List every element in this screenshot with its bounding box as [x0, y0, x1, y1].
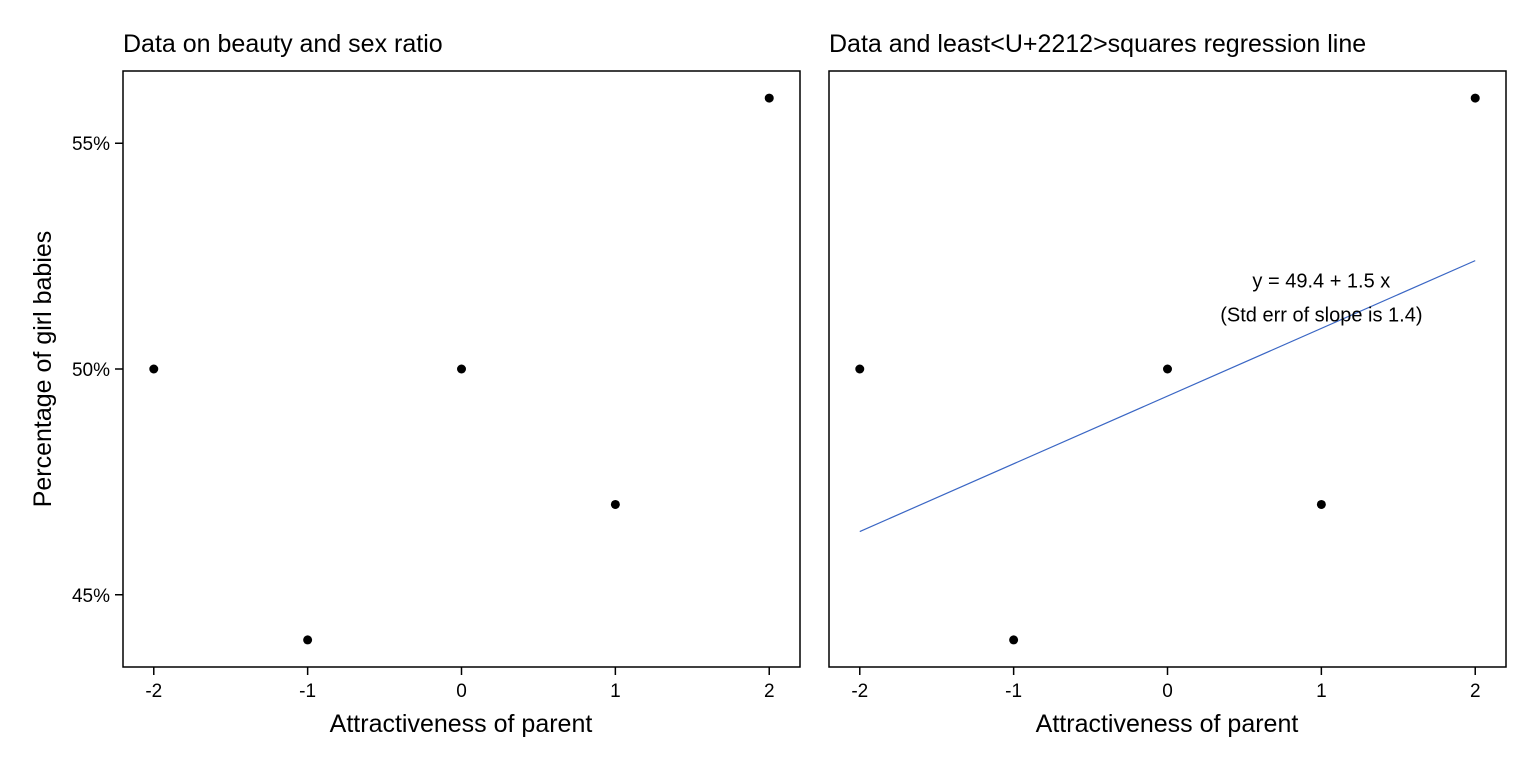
- data-point: [1316, 499, 1326, 509]
- data-point: [1470, 93, 1480, 103]
- panel-beauty-sex-ratio: Data on beauty and sex ratio Attractiven…: [29, 30, 801, 738]
- panel-regression: Data and least<U+2212>squares regression…: [828, 30, 1507, 738]
- data-point: [303, 635, 313, 645]
- x-tick-label: 0: [1162, 681, 1173, 702]
- y-axis-ticks: 45% 50% 55%: [72, 134, 123, 607]
- data-point: [1163, 364, 1172, 374]
- x-tick-label: -1: [299, 681, 316, 702]
- x-axis-ticks: -2 -1 0 1 2: [145, 667, 775, 702]
- y-tick-label: 50%: [72, 360, 110, 381]
- data-point: [457, 364, 466, 374]
- regression-line: [859, 260, 1476, 533]
- x-tick-label: 2: [764, 681, 775, 702]
- data-points: [855, 93, 1480, 645]
- x-tick-label: -1: [1005, 681, 1022, 702]
- data-point: [149, 364, 159, 374]
- x-axis-title: Attractiveness of parent: [1036, 710, 1299, 738]
- chart-title: Data and least<U+2212>squares regression…: [829, 30, 1366, 58]
- x-axis-title: Attractiveness of parent: [330, 710, 593, 738]
- y-tick-label: 55%: [72, 134, 110, 155]
- regression-equation: y = 49.4 + 1.5 x: [1252, 271, 1390, 293]
- x-tick-label: 0: [456, 681, 467, 702]
- slope-std-error-note: (Std err of slope is 1.4): [1220, 305, 1422, 327]
- data-point: [855, 364, 865, 374]
- data-points: [149, 93, 774, 645]
- x-tick-label: 1: [610, 681, 621, 702]
- x-tick-label: 2: [1470, 681, 1481, 702]
- x-tick-label: 1: [1316, 681, 1327, 702]
- x-tick-label: -2: [145, 681, 162, 702]
- data-point: [1009, 635, 1019, 645]
- x-axis-ticks: -2 -1 0 1 2: [851, 667, 1481, 702]
- y-axis-title: Percentage of girl babies: [29, 231, 57, 508]
- y-tick-label: 45%: [72, 586, 110, 607]
- chart-title: Data on beauty and sex ratio: [123, 30, 443, 58]
- data-point: [764, 93, 774, 103]
- x-tick-label: -2: [851, 681, 868, 702]
- data-point: [610, 499, 620, 509]
